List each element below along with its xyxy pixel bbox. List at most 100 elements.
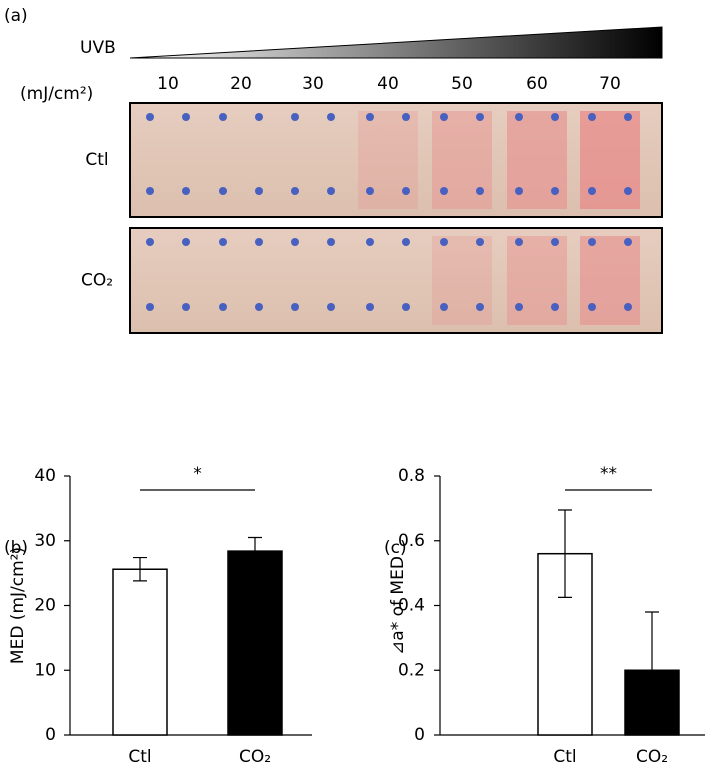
dose-label: 10: [157, 74, 179, 94]
uvb-gradient: [129, 26, 663, 59]
marker-dot: [588, 113, 596, 121]
marker-dot: [219, 238, 227, 246]
error-bar: [558, 509, 572, 599]
erythema: [580, 111, 640, 209]
y-tick-label: 0.4: [398, 596, 425, 616]
marker-dot: [402, 238, 410, 246]
marker-dot: [515, 303, 523, 311]
marker-dot: [402, 303, 410, 311]
marker-dot: [219, 113, 227, 121]
marker-dot: [146, 113, 154, 121]
marker-dot: [219, 303, 227, 311]
erythema: [507, 111, 567, 209]
y-tick-label: 40: [34, 466, 56, 486]
marker-dot: [255, 187, 263, 195]
dose-label: 50: [451, 74, 473, 94]
marker-dot: [440, 187, 448, 195]
y-axis-label: MED (mJ/cm²): [8, 547, 28, 664]
skin-photo: [129, 227, 663, 334]
marker-dot: [440, 113, 448, 121]
significance: **: [600, 464, 617, 484]
erythema: [580, 236, 640, 325]
marker-dot: [327, 187, 335, 195]
marker-dot: [440, 238, 448, 246]
dose-label: 20: [230, 74, 252, 94]
marker-dot: [291, 238, 299, 246]
marker-dot: [146, 238, 154, 246]
marker-dot: [551, 303, 559, 311]
marker-dot: [515, 113, 523, 121]
marker-dot: [219, 187, 227, 195]
marker-dot: [588, 238, 596, 246]
y-tick-label: 10: [34, 660, 56, 680]
marker-dot: [255, 303, 263, 311]
dose-label: 30: [302, 74, 324, 94]
dose-unit: (mJ/cm²): [20, 84, 93, 104]
x-tick-label: CO₂: [239, 747, 271, 767]
panel-label: (b): [4, 538, 28, 558]
marker-dot: [182, 113, 190, 121]
marker-dot: [327, 238, 335, 246]
marker-dot: [515, 238, 523, 246]
marker-dot: [551, 238, 559, 246]
marker-dot: [327, 113, 335, 121]
marker-dot: [182, 303, 190, 311]
skin-photos: [129, 102, 663, 334]
dose-label: 40: [377, 74, 399, 94]
marker-dot: [255, 238, 263, 246]
skin-photo: [129, 102, 663, 218]
marker-dot: [440, 303, 448, 311]
error-bar: [248, 536, 262, 566]
marker-dot: [402, 113, 410, 121]
marker-dot: [624, 113, 632, 121]
erythema: [432, 111, 492, 209]
marker-dot: [476, 303, 484, 311]
x-tick-label: Ctl: [553, 747, 576, 767]
dose-label: 70: [599, 74, 621, 94]
marker-dot: [146, 187, 154, 195]
marker-dot: [624, 303, 632, 311]
marker-dot: [182, 238, 190, 246]
dose-title: UVB: [80, 38, 116, 58]
y-tick-label: 0: [45, 725, 56, 745]
marker-dot: [366, 113, 374, 121]
marker-dot: [255, 113, 263, 121]
marker-dot: [291, 113, 299, 121]
marker-dot: [551, 187, 559, 195]
marker-dot: [366, 238, 374, 246]
error-bar: [133, 556, 147, 582]
marker-dot: [366, 187, 374, 195]
marker-dot: [402, 187, 410, 195]
marker-dot: [551, 113, 559, 121]
row-label: Ctl: [85, 150, 108, 170]
erythema: [358, 111, 418, 209]
marker-dot: [476, 113, 484, 121]
error-bar: [645, 611, 659, 730]
x-tick-label: Ctl: [128, 747, 151, 767]
y-axis-label: ⊿a* of MED: [388, 556, 408, 655]
bar: [537, 552, 593, 736]
y-tick-label: 30: [34, 531, 56, 551]
significance: *: [193, 464, 202, 484]
marker-dot: [182, 187, 190, 195]
marker-dot: [146, 303, 154, 311]
y-tick-label: 20: [34, 596, 56, 616]
marker-dot: [476, 187, 484, 195]
x-tick-label: CO₂: [636, 747, 668, 767]
marker-dot: [366, 303, 374, 311]
panel-label: (a): [4, 6, 28, 26]
bar: [227, 550, 283, 736]
marker-dot: [624, 187, 632, 195]
marker-dot: [588, 187, 596, 195]
y-tick-label: 0.6: [398, 531, 425, 551]
marker-dot: [291, 187, 299, 195]
panel-label: (c): [384, 538, 407, 558]
marker-dot: [327, 303, 335, 311]
y-tick-label: 0: [414, 725, 425, 745]
erythema: [507, 236, 567, 325]
bar: [112, 568, 168, 736]
marker-dot: [291, 303, 299, 311]
marker-dot: [588, 303, 596, 311]
marker-dot: [515, 187, 523, 195]
